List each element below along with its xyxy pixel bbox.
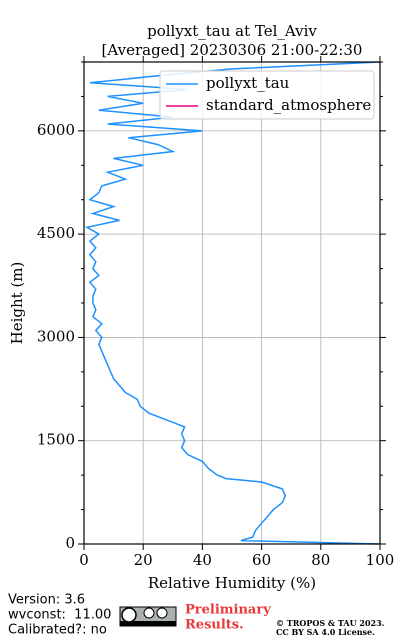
results: Results.: [185, 618, 244, 633]
x-tick-label: 0: [79, 551, 89, 569]
y-tick-label: 3000: [37, 327, 75, 345]
y-axis-label: Height (m): [8, 262, 26, 345]
version: Version: 3.6: [8, 593, 85, 608]
y-tick-label: 4500: [37, 224, 75, 242]
preliminary: Preliminary: [185, 603, 271, 618]
calibrated: Calibrated?: no: [8, 623, 107, 638]
wvconst: wvconst: 11.00: [8, 608, 111, 623]
y-tick-label: 6000: [37, 121, 75, 139]
legend-label: standard_atmosphere: [206, 96, 371, 114]
chart-title: pollyxt_tau at Tel_Aviv: [147, 22, 317, 40]
legend-label: pollyxt_tau: [206, 74, 290, 92]
profile-line: [84, 61, 381, 545]
x-tick-label: 100: [366, 551, 395, 569]
x-tick-label: 20: [134, 551, 153, 569]
y-tick-label: 0: [65, 534, 75, 552]
plot-frame: [83, 61, 381, 545]
x-tick-label: 60: [252, 551, 271, 569]
x-tick-label: 40: [193, 551, 212, 569]
cc-logo: [119, 606, 177, 627]
x-tick-label: 80: [311, 551, 330, 569]
copyright: © TROPOS & TAU 2023.: [276, 618, 385, 628]
legend-box: [159, 70, 375, 120]
x-axis-label: Relative Humidity (%): [148, 574, 316, 592]
license: CC BY SA 4.0 License.: [276, 627, 375, 637]
chart-subtitle: [Averaged] 20230306 21:00-22:30: [102, 41, 363, 59]
y-tick-label: 1500: [37, 431, 75, 449]
